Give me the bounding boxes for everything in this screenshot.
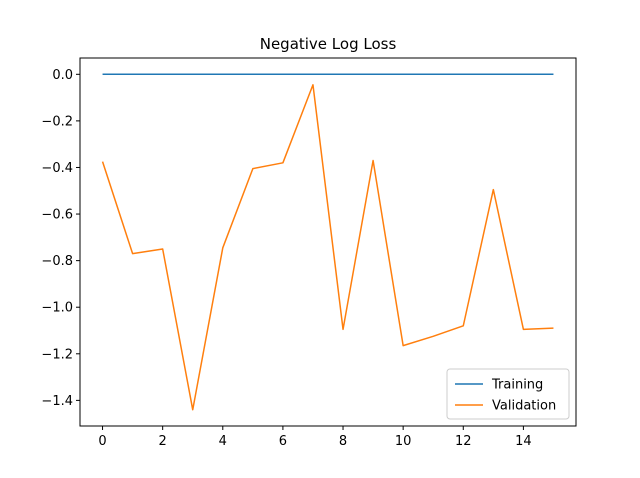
y-tick-label: −0.2 xyxy=(41,114,73,129)
y-tick-label: −0.4 xyxy=(41,161,73,176)
y-tick-label: 0.0 xyxy=(52,68,73,83)
y-tick-label: −0.6 xyxy=(41,208,73,223)
chart-title: Negative Log Loss xyxy=(260,35,397,53)
y-tick-label: −0.8 xyxy=(41,254,73,269)
x-tick-label: 0 xyxy=(98,434,106,449)
legend-box xyxy=(446,368,570,420)
x-tick-label: 12 xyxy=(455,434,472,449)
series-line-validation xyxy=(101,84,554,411)
series-lines xyxy=(101,73,554,411)
x-axis-ticks: 0 2 4 6 8 10 12 14 xyxy=(98,426,532,449)
legend-label-validation: Validation xyxy=(492,399,556,414)
x-tick-label: 14 xyxy=(515,434,532,449)
y-tick-label: −1.0 xyxy=(41,301,73,316)
y-tick-label: −1.4 xyxy=(41,394,73,409)
legend-label-training: Training xyxy=(491,378,543,393)
axes-frame xyxy=(79,57,577,427)
y-tick-label: −1.2 xyxy=(41,347,73,362)
legend: Training Validation xyxy=(446,368,570,420)
x-tick-label: 2 xyxy=(159,434,167,449)
x-tick-label: 10 xyxy=(395,434,412,449)
x-tick-label: 4 xyxy=(219,434,227,449)
x-tick-label: 8 xyxy=(339,434,347,449)
x-tick-label: 6 xyxy=(279,434,287,449)
y-axis-ticks: 0.0 −0.2 −0.4 −0.6 −0.8 −1.0 −1.2 −1.4 xyxy=(41,68,80,409)
